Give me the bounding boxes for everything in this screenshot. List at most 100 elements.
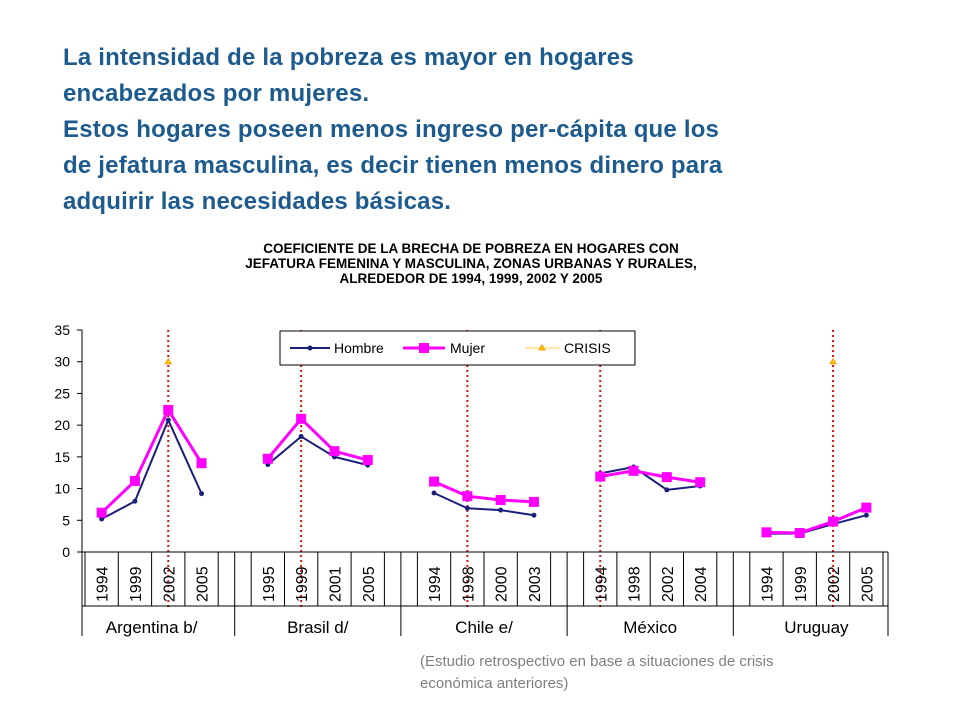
point-mujer [794, 527, 805, 538]
x-category-label: 2002 [660, 566, 677, 602]
y-axis: 0 5 10 15 20 25 30 35 [54, 322, 83, 560]
x-group-label: Argentina b/ [106, 618, 198, 637]
point-hombre [464, 505, 470, 511]
y-tick-label: 35 [54, 322, 70, 338]
series-layer [96, 357, 872, 538]
y-tick-label: 20 [54, 417, 70, 433]
chart-title-line: ALREDEDOR DE 1994, 1999, 2002 Y 2005 [340, 271, 603, 286]
point-mujer [462, 491, 473, 502]
point-hombre [664, 487, 670, 493]
poverty-gap-chart: COEFICIENTE DE LA BRECHA DE POBREZA EN H… [54, 241, 889, 637]
series-line-mujer [599, 469, 701, 484]
footnote-line: (Estudio retrospectivo en base a situaci… [420, 653, 774, 670]
x-category-label: 1995 [261, 566, 278, 602]
x-category-label: 2002 [826, 566, 843, 602]
point-mujer [362, 455, 373, 466]
x-group-label: México [623, 618, 677, 637]
headline-line: de jefatura masculina, es decir tienen m… [63, 152, 723, 179]
point-mujer [528, 496, 539, 507]
point-hombre [531, 512, 537, 518]
x-category-label: 2000 [494, 566, 511, 602]
headline: La intensidad de la pobreza es mayor en … [63, 40, 943, 220]
series-line-mujer [100, 406, 203, 514]
point-mujer [628, 465, 639, 476]
series-line-hombre [433, 492, 535, 517]
point-mujer [828, 516, 839, 527]
x-category-label: 2005 [361, 566, 378, 602]
x-category-label: 1998 [460, 566, 477, 602]
point-mujer [329, 446, 340, 457]
y-tick-label: 5 [62, 512, 70, 528]
footnote: (Estudio retrospectivo en base a situaci… [420, 651, 920, 695]
series-line-mujer [433, 480, 535, 504]
legend-box [279, 330, 636, 366]
chart-title-line: JEFATURA FEMENINA Y MASCULINA, ZONAS URB… [245, 256, 697, 271]
x-category-label: 2003 [527, 566, 544, 602]
chart-legend: Hombre Mujer CRISIS [279, 330, 636, 366]
headline-line: Estos hogares poseen menos ingreso per-c… [63, 116, 720, 143]
point-crisis [164, 357, 173, 365]
legend-label-mujer: Mujer [450, 340, 485, 356]
x-category-label: 1998 [627, 566, 644, 602]
point-hombre [99, 516, 105, 522]
x-group-label: Chile e/ [455, 618, 513, 637]
x-category-label: 1994 [95, 566, 112, 602]
point-mujer [595, 471, 606, 482]
y-tick-label: 30 [54, 354, 70, 370]
point-crisis [829, 357, 837, 365]
legend-marker-mujer [419, 343, 429, 353]
chart-title-line: COEFICIENTE DE LA BRECHA DE POBREZA EN H… [263, 241, 679, 256]
series-line-hombre [267, 435, 368, 467]
point-mujer [495, 494, 506, 505]
x-category-label: 1999 [128, 566, 145, 602]
x-group-label: Brasil d/ [287, 618, 349, 637]
x-category-label: 2005 [859, 566, 876, 602]
headline-line: La intensidad de la pobreza es mayor en … [63, 44, 634, 71]
point-mujer [129, 475, 140, 486]
series-line-mujer [266, 416, 369, 462]
series-line-mujer [766, 506, 867, 535]
series-line-hombre [600, 465, 701, 491]
point-hombre [165, 417, 171, 423]
series-line-hombre [101, 417, 203, 520]
x-group-label: Uruguay [784, 618, 849, 637]
point-hombre [132, 498, 138, 504]
point-mujer [196, 458, 207, 469]
y-tick-label: 10 [54, 481, 70, 497]
series-line-hombre [766, 514, 867, 535]
y-tick-label: 0 [62, 544, 70, 560]
crisis-lines [167, 330, 835, 608]
point-mujer [661, 472, 672, 483]
point-mujer [163, 404, 174, 415]
x-category-label: 1994 [593, 566, 610, 602]
point-mujer [695, 477, 706, 488]
x-axis: 1994 1999 2002 2005 Argentina b/1995 1999 2001… [81, 551, 889, 637]
x-category-label: 2001 [327, 566, 344, 602]
y-tick-label: 25 [54, 385, 70, 401]
legend-marker-hombre [307, 345, 313, 351]
point-hombre [298, 434, 304, 440]
legend-marker-crisis [538, 344, 546, 351]
point-mujer [262, 453, 273, 464]
point-hombre [498, 507, 504, 513]
x-category-label: 1994 [759, 566, 776, 602]
point-mujer [296, 413, 307, 424]
y-tick-label: 15 [54, 449, 70, 465]
x-category-label: 2002 [161, 566, 178, 602]
x-category-label: 1994 [427, 566, 444, 602]
legend-label-hombre: Hombre [334, 340, 384, 356]
point-hombre [863, 512, 869, 518]
legend-label-crisis: CRISIS [564, 340, 611, 356]
point-hombre [199, 491, 205, 497]
x-category-label: 2005 [195, 566, 212, 602]
point-mujer [429, 476, 440, 487]
chart-title: COEFICIENTE DE LA BRECHA DE POBREZA EN H… [245, 241, 697, 286]
x-category-label: 1999 [294, 566, 311, 602]
x-category-label: 2004 [693, 566, 710, 602]
point-mujer [761, 527, 772, 538]
point-mujer [861, 502, 872, 513]
point-hombre [431, 490, 437, 496]
point-mujer [96, 507, 107, 518]
headline-line: adquirir las necesidades básicas. [63, 188, 452, 215]
x-category-label: 1999 [793, 566, 810, 602]
